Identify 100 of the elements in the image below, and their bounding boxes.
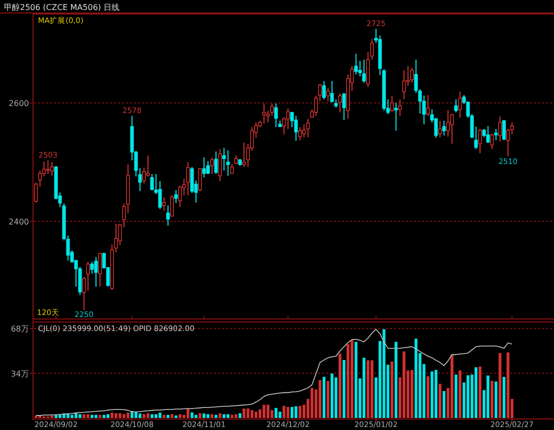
bar <box>242 408 246 418</box>
bar <box>454 374 458 418</box>
bar <box>230 414 234 418</box>
bar <box>430 371 434 418</box>
bar <box>498 353 502 418</box>
bar <box>438 384 442 418</box>
bar <box>346 344 350 418</box>
bar <box>478 366 482 418</box>
bar <box>310 388 314 418</box>
bar <box>194 414 198 418</box>
y-tick-label: 68万 <box>10 324 29 334</box>
bar <box>426 376 430 418</box>
bar <box>206 414 210 418</box>
bar <box>434 370 438 418</box>
bar <box>442 391 446 418</box>
bar <box>246 408 250 418</box>
bar <box>110 412 114 418</box>
bar <box>162 414 166 418</box>
bar <box>414 338 418 418</box>
candlestick <box>166 204 170 226</box>
bar <box>90 414 94 418</box>
candlestick <box>174 190 178 204</box>
bar <box>178 414 182 418</box>
bar <box>286 406 290 418</box>
candlestick <box>302 124 306 138</box>
bar <box>362 358 366 418</box>
bar <box>370 360 374 418</box>
bar <box>330 374 334 418</box>
bar <box>486 376 490 418</box>
bar <box>354 342 358 418</box>
bar <box>262 404 266 418</box>
bar <box>394 342 398 418</box>
chart-title: 甲醇2506 (CZCE MA506) 日线 <box>4 3 120 12</box>
bar <box>186 409 190 418</box>
bar <box>222 414 226 418</box>
candlestick <box>442 120 446 136</box>
candlestick <box>438 120 442 138</box>
bar <box>154 414 158 418</box>
bar <box>98 414 102 418</box>
bar <box>234 414 238 418</box>
bar <box>210 414 214 418</box>
bar <box>322 376 326 418</box>
bar <box>118 413 122 418</box>
bar <box>266 404 270 418</box>
bar <box>58 414 62 418</box>
bar <box>142 414 146 418</box>
bar <box>150 414 154 418</box>
bar <box>366 360 370 418</box>
candlestick <box>286 108 290 130</box>
candlestick <box>402 70 406 100</box>
bar <box>238 413 242 418</box>
bar <box>198 413 202 418</box>
y-tick-label: 34万 <box>10 369 29 378</box>
candlestick <box>262 102 266 124</box>
bar <box>170 414 174 418</box>
candlestick <box>458 91 462 118</box>
bar <box>250 410 254 418</box>
candlestick <box>498 116 502 142</box>
bar <box>78 414 82 418</box>
candlestick <box>186 162 190 196</box>
bar <box>318 380 322 418</box>
candlestick <box>450 114 454 144</box>
bar <box>122 414 126 418</box>
bar <box>466 375 470 418</box>
bar <box>326 380 330 418</box>
bar <box>70 414 74 418</box>
bar <box>214 414 218 418</box>
bar <box>494 382 498 418</box>
bar <box>502 376 506 418</box>
bar <box>146 413 150 418</box>
candlestick <box>398 98 402 116</box>
bar <box>138 414 142 418</box>
bar <box>226 414 230 418</box>
bar <box>402 351 406 418</box>
bar <box>298 406 302 418</box>
bar <box>294 406 298 418</box>
bar <box>86 414 90 418</box>
candlestick <box>218 148 222 182</box>
bar <box>338 354 342 418</box>
y-tick-label: 2600 <box>8 98 29 108</box>
bar <box>190 412 194 418</box>
bar <box>458 370 462 418</box>
bar <box>114 413 118 418</box>
bar <box>94 414 98 418</box>
bar <box>450 354 454 418</box>
bar <box>382 329 386 418</box>
bar <box>342 360 346 418</box>
y-tick-label: 2400 <box>8 217 29 226</box>
bar <box>282 406 286 418</box>
candlestick <box>50 162 54 176</box>
bar <box>82 414 86 418</box>
bar <box>218 413 222 418</box>
bar <box>106 414 110 418</box>
bar <box>334 377 338 418</box>
bar <box>274 408 278 418</box>
bar <box>490 380 494 418</box>
bar <box>290 406 294 418</box>
bar <box>474 367 478 418</box>
bar <box>102 414 106 418</box>
bar <box>410 370 414 418</box>
